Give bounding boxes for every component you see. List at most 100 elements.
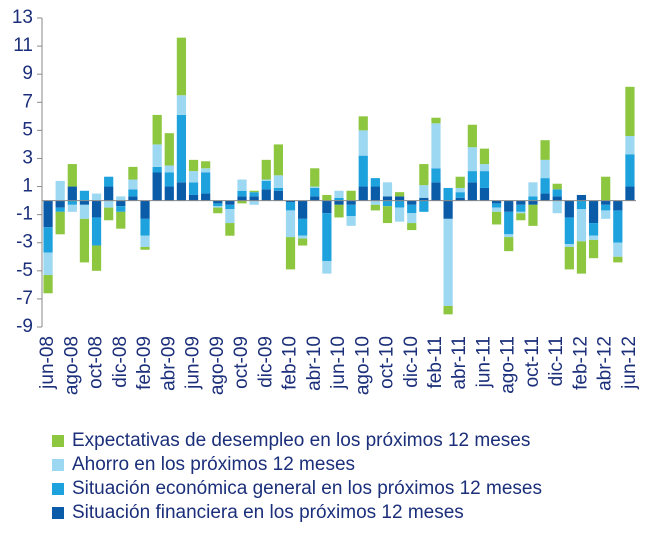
bar-segment — [249, 196, 259, 201]
bar-segment — [491, 207, 502, 212]
bar-segment — [552, 200, 562, 214]
y-tick-label: 5 — [22, 119, 33, 140]
bar-segment — [334, 190, 344, 198]
bar-segment — [516, 211, 526, 214]
bar-segment — [225, 223, 235, 236]
bar-segment — [491, 200, 502, 204]
bar-segment — [164, 165, 174, 173]
bar-segment — [601, 176, 611, 201]
bar-segment — [467, 171, 477, 183]
bar-segment — [55, 200, 65, 208]
bar-segment — [491, 211, 502, 225]
bar-segment — [443, 218, 453, 306]
bar-segment — [249, 192, 259, 197]
x-tick-label: feb-11 — [425, 336, 446, 388]
bar-segment — [104, 176, 114, 187]
bar-segment — [285, 201, 296, 211]
x-tick-label: oct-08 — [86, 336, 107, 389]
bar-segment — [285, 237, 296, 270]
bar-segment — [322, 213, 332, 261]
bar-segment — [213, 200, 223, 204]
bar-segment — [79, 204, 90, 219]
bar-segment — [176, 95, 187, 115]
y-tick-label: -3 — [16, 232, 33, 253]
legend-swatch — [52, 507, 64, 519]
bar-segment — [43, 227, 53, 253]
x-tick-label: ago-11 — [498, 336, 519, 394]
bar-segment — [346, 190, 356, 201]
bar-segment — [516, 204, 526, 212]
bar-segment — [540, 159, 550, 179]
bar-segment — [43, 252, 53, 276]
bar-segment — [370, 186, 380, 201]
bar-segment — [528, 200, 538, 205]
bar-segment — [504, 211, 514, 235]
y-tick-label: 9 — [22, 63, 33, 84]
bar-segment — [43, 200, 53, 228]
bar-segment — [407, 223, 417, 231]
bar-segment — [467, 182, 477, 201]
bar-segment — [504, 200, 514, 212]
bar-segment — [104, 207, 114, 221]
bar-segment — [479, 148, 490, 165]
bar-segment — [237, 179, 247, 191]
bar-segment — [564, 246, 574, 270]
bar-segment — [382, 200, 393, 207]
bar-segment — [625, 86, 635, 136]
bar-segment — [613, 200, 623, 211]
bar-segment — [55, 207, 65, 212]
bar-segment — [601, 210, 611, 219]
bar-segment — [395, 200, 405, 208]
bar-segment — [128, 166, 138, 180]
y-tick-label: 13 — [12, 7, 33, 28]
bar-segment — [201, 161, 211, 169]
bar-segment — [152, 166, 162, 173]
bar-segment — [273, 187, 283, 191]
bar-segment — [601, 200, 611, 205]
bar-segment — [79, 218, 90, 263]
bar-segment — [613, 256, 623, 263]
legend-label: Ahorro en los próximos 12 meses — [72, 454, 355, 475]
x-tick-label: jun-09 — [183, 336, 204, 390]
x-tick-label: ago-08 — [61, 336, 82, 395]
x-tick-label: jun-12 — [619, 336, 640, 390]
bar-segment — [358, 116, 368, 131]
bar-segment — [625, 154, 635, 187]
bar-segment — [91, 193, 102, 201]
y-tick-label: -5 — [16, 260, 33, 281]
bar-segment — [528, 196, 538, 201]
bar-segment — [419, 164, 429, 186]
bar-segment — [358, 155, 368, 187]
bar-segment — [273, 175, 283, 188]
bar-segment — [140, 246, 150, 250]
bar-segment — [322, 260, 332, 274]
bar-segment — [540, 140, 550, 160]
bar-segment — [128, 189, 138, 197]
x-tick-label: oct-11 — [522, 336, 543, 387]
bar-segment — [79, 200, 90, 205]
bar-segment — [613, 210, 623, 243]
x-tick-label: jun-08 — [37, 336, 58, 390]
y-tick-label: 1 — [22, 176, 33, 197]
bar-segment — [564, 200, 574, 218]
bar-segment — [67, 164, 77, 187]
bar-segment — [298, 218, 308, 236]
bar-segment — [419, 200, 429, 212]
bar-segment — [91, 217, 102, 246]
bar-segment — [213, 206, 223, 208]
y-tick-label: -1 — [16, 204, 33, 225]
legend-label: Situación económica general en los próxi… — [72, 478, 542, 499]
bar-segment — [540, 178, 550, 194]
x-tick-label: jun-10 — [328, 336, 349, 390]
x-tick-label: oct-10 — [377, 336, 398, 389]
bar-segment — [346, 204, 356, 217]
bar-segment — [334, 197, 344, 201]
bar-segment — [588, 223, 599, 236]
bar-segment — [116, 211, 126, 229]
bar-segment — [261, 189, 271, 201]
bar-segment — [116, 206, 126, 212]
bar-segment — [188, 194, 199, 201]
bar-segment — [479, 187, 490, 201]
bar-segment — [322, 194, 332, 201]
bar-segment — [213, 203, 223, 207]
